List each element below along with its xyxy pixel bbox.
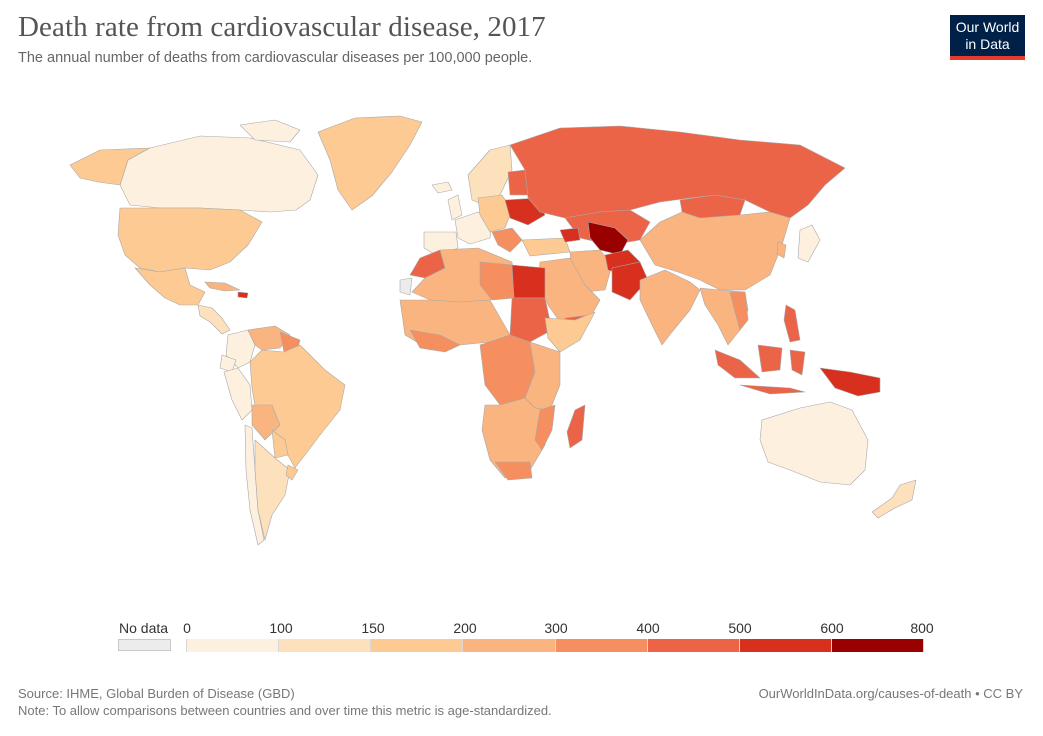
region-sulawesi[interactable] bbox=[789, 349, 806, 376]
country-philippines[interactable] bbox=[783, 304, 801, 343]
country-indonesia[interactable] bbox=[714, 349, 761, 379]
country-usa[interactable] bbox=[117, 207, 263, 273]
region-western-sahara[interactable] bbox=[399, 277, 413, 296]
region-central-america[interactable] bbox=[197, 304, 231, 335]
country-canada[interactable] bbox=[119, 135, 319, 213]
country-argentina[interactable] bbox=[254, 439, 291, 541]
country-mexico[interactable] bbox=[134, 267, 206, 306]
region-lesser-sundas[interactable] bbox=[739, 384, 806, 395]
region-gulf-of-guinea[interactable] bbox=[409, 329, 461, 353]
country-turkey[interactable] bbox=[521, 237, 571, 257]
owid-logo[interactable]: Our World in Data bbox=[950, 15, 1025, 60]
country-madagascar[interactable] bbox=[566, 404, 586, 449]
no-data-label: No data bbox=[119, 620, 169, 636]
color-legend: No data 0 100 150 200 300 400 500 600 80… bbox=[0, 612, 1043, 662]
legend-tick-0: 0 bbox=[183, 620, 191, 636]
country-south-africa[interactable] bbox=[494, 461, 533, 481]
region-horn-of-africa[interactable] bbox=[544, 311, 596, 353]
region-central-europe[interactable] bbox=[477, 194, 513, 233]
country-korea[interactable] bbox=[776, 241, 787, 259]
country-papua-new-guinea[interactable] bbox=[819, 367, 881, 397]
country-greenland[interactable] bbox=[317, 115, 423, 211]
legend-bin-600-800[interactable] bbox=[831, 639, 924, 652]
country-libya[interactable] bbox=[479, 261, 515, 301]
country-sudan[interactable] bbox=[509, 297, 553, 343]
country-uruguay[interactable] bbox=[285, 464, 299, 481]
region-scandinavia[interactable] bbox=[467, 144, 513, 206]
legend-bin-300-400[interactable] bbox=[555, 639, 648, 652]
legend-tick-600: 600 bbox=[820, 620, 844, 636]
no-data-swatch[interactable] bbox=[118, 639, 171, 651]
region-caribbean[interactable] bbox=[204, 281, 241, 292]
country-vietnam[interactable] bbox=[729, 291, 749, 331]
country-peru[interactable] bbox=[223, 367, 253, 421]
country-usa-alaska[interactable] bbox=[69, 147, 151, 186]
country-pakistan[interactable] bbox=[611, 261, 649, 301]
country-russia[interactable] bbox=[509, 125, 846, 219]
legend-bin-500-600[interactable] bbox=[739, 639, 832, 652]
legend-bin-150-200[interactable] bbox=[371, 639, 464, 652]
region-caucasus[interactable] bbox=[559, 227, 581, 243]
country-australia[interactable] bbox=[759, 401, 869, 486]
region-borneo[interactable] bbox=[757, 344, 783, 373]
legend-tick-400: 400 bbox=[636, 620, 660, 636]
legend-tick-150: 150 bbox=[361, 620, 385, 636]
chart-title: Death rate from cardiovascular disease, … bbox=[18, 11, 546, 43]
chart-subtitle: The annual number of deaths from cardiov… bbox=[18, 50, 533, 66]
country-iceland[interactable] bbox=[431, 181, 453, 194]
legend-tick-500: 500 bbox=[728, 620, 752, 636]
region-southern-africa[interactable] bbox=[481, 397, 551, 479]
legend-bin-0-100[interactable] bbox=[186, 639, 280, 652]
region-balkans[interactable] bbox=[491, 227, 523, 253]
country-india[interactable] bbox=[639, 269, 701, 346]
country-japan[interactable] bbox=[797, 224, 821, 263]
legend-bin-200-300[interactable] bbox=[463, 639, 556, 652]
legend-tick-100: 100 bbox=[269, 620, 293, 636]
legend-tick-300: 300 bbox=[544, 620, 568, 636]
logo-line-2: in Data bbox=[965, 35, 1010, 52]
country-venezuela[interactable] bbox=[247, 325, 291, 351]
world-map[interactable] bbox=[0, 95, 1043, 565]
country-uk[interactable] bbox=[447, 194, 463, 221]
country-chile[interactable] bbox=[244, 424, 265, 546]
region-arctic-islands[interactable] bbox=[239, 119, 301, 143]
legend-bins bbox=[186, 639, 924, 652]
legend-bin-400-500[interactable] bbox=[647, 639, 740, 652]
logo-line-1: Our World bbox=[955, 18, 1020, 35]
source-link[interactable]: OurWorldInData.org/causes-of-death • CC … bbox=[758, 686, 1023, 701]
legend-tick-200: 200 bbox=[453, 620, 477, 636]
country-mozambique[interactable] bbox=[534, 404, 556, 451]
methodology-note: Note: To allow comparisons between count… bbox=[18, 703, 552, 718]
country-new-zealand[interactable] bbox=[871, 479, 917, 519]
country-egypt[interactable] bbox=[511, 264, 546, 299]
legend-bin-100-150[interactable] bbox=[279, 639, 372, 652]
country-paraguay[interactable] bbox=[271, 429, 289, 459]
legend-tick-800: 800 bbox=[910, 620, 934, 636]
country-haiti[interactable] bbox=[237, 291, 249, 299]
source-note: Source: IHME, Global Burden of Disease (… bbox=[18, 686, 295, 701]
